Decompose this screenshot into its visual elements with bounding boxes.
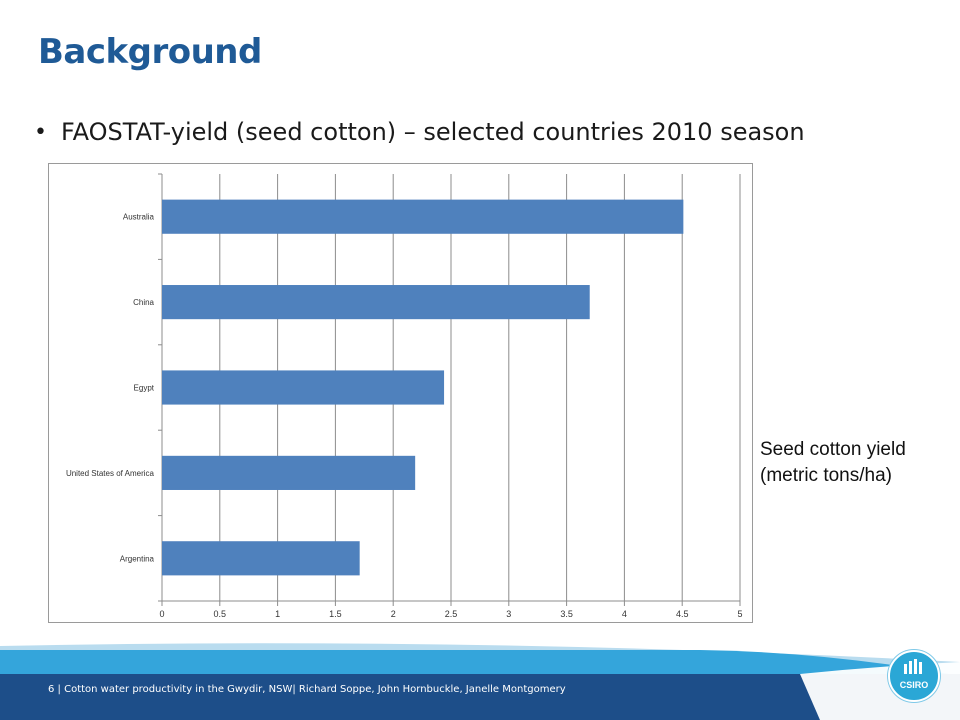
y-category-label: United States of America <box>66 469 155 478</box>
bar <box>162 370 445 405</box>
axis-unit-label-line1: Seed cotton yield <box>760 439 906 460</box>
bar <box>162 199 684 234</box>
bar <box>162 541 360 576</box>
y-category-label: Egypt <box>134 384 155 393</box>
x-tick-label: 4 <box>622 609 627 619</box>
logo-wave-icon <box>904 659 922 674</box>
bar <box>162 455 416 490</box>
axis-unit-label: Seed cotton yield (metric tons/ha) <box>760 437 906 489</box>
x-tick-label: 0 <box>159 609 164 619</box>
x-tick-label: 4.5 <box>676 609 689 619</box>
y-category-label: Australia <box>123 213 155 222</box>
y-category-label: Argentina <box>120 554 155 563</box>
logo-text: CSIRO <box>899 680 929 690</box>
bar <box>162 285 590 320</box>
chart-frame: 0 0.5 1 1.5 2 2.5 3 3.5 4 4.5 5 Australia China Egypt… <box>48 163 753 623</box>
x-tick-label: 5 <box>737 609 742 619</box>
footer-text: 6 | Cotton water productivity in the Gwy… <box>48 684 566 695</box>
x-tick-label: 2.5 <box>445 609 458 619</box>
bar-chart: 0 0.5 1 1.5 2 2.5 3 3.5 4 4.5 5 Australia China Egypt… <box>66 173 743 619</box>
x-tick-label: 1.5 <box>329 609 342 619</box>
bullet-icon: • <box>34 119 47 145</box>
slide-title: Background <box>38 32 262 72</box>
footer-band <box>0 643 960 720</box>
x-tick-label: 3 <box>506 609 511 619</box>
x-tick-label: 0.5 <box>214 609 227 619</box>
csiro-logo: CSIRO <box>888 650 940 702</box>
x-tick-label: 2 <box>391 609 396 619</box>
y-category-label: China <box>133 298 154 307</box>
bullet-item: • FAOSTAT-yield (seed cotton) – selected… <box>34 118 805 146</box>
axis-unit-label-line2: (metric tons/ha) <box>760 465 892 486</box>
x-tick-label: 3.5 <box>560 609 573 619</box>
bullet-text: FAOSTAT-yield (seed cotton) – selected c… <box>60 118 805 146</box>
x-tick-label: 1 <box>275 609 280 619</box>
